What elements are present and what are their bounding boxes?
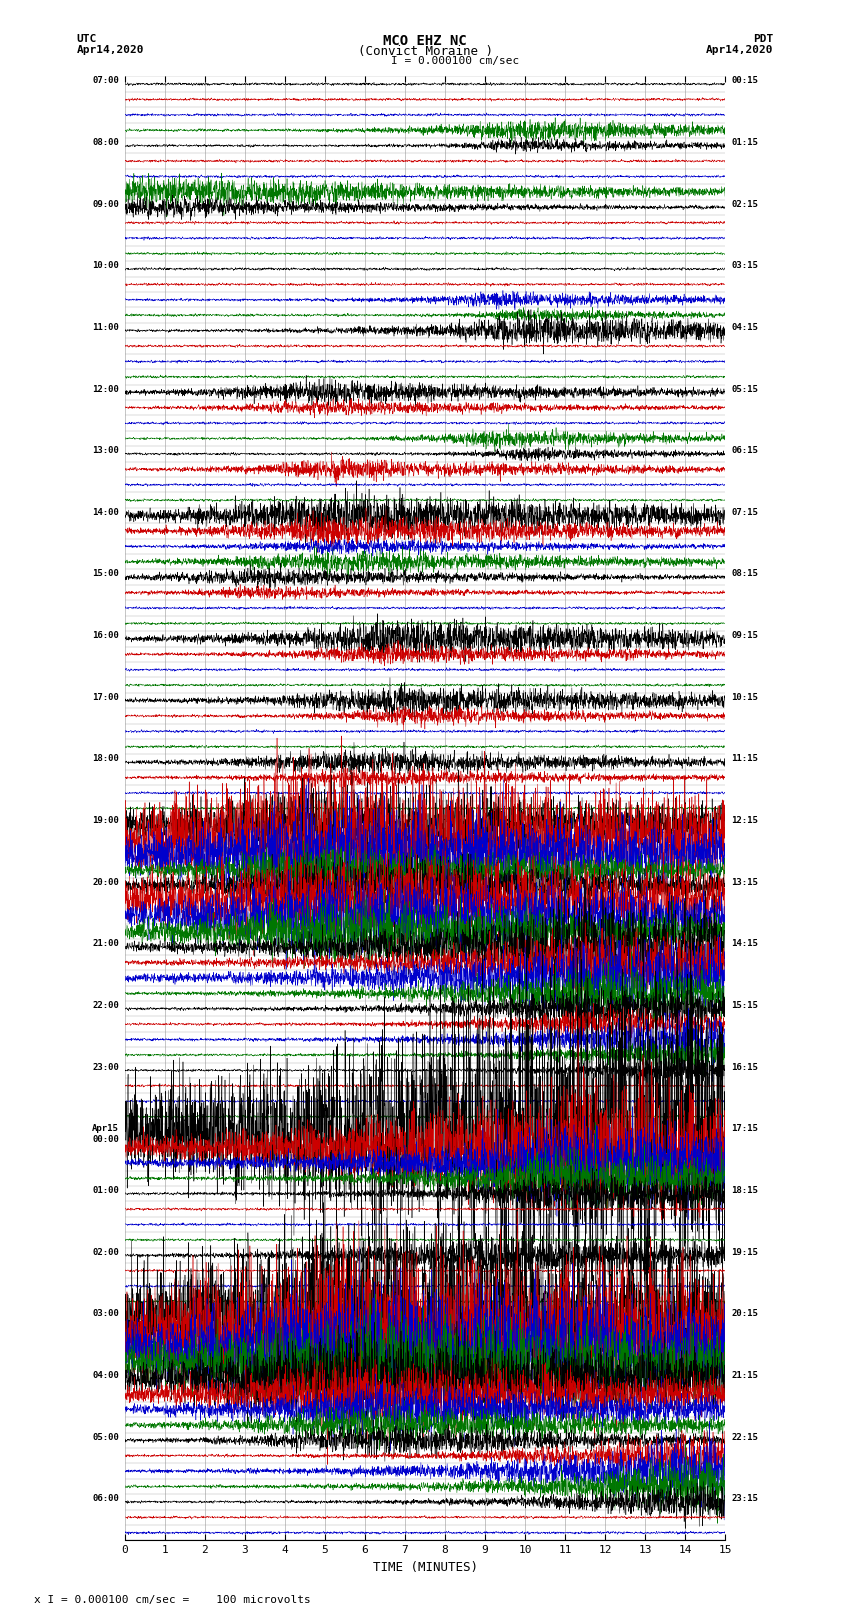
Text: Apr14,2020: Apr14,2020 [76,45,144,55]
Text: 14:00: 14:00 [92,508,119,516]
Text: 08:15: 08:15 [731,569,758,579]
Text: 03:15: 03:15 [731,261,758,271]
Text: 06:15: 06:15 [731,447,758,455]
Text: 15:00: 15:00 [92,569,119,579]
Text: Apr15
00:00: Apr15 00:00 [92,1124,119,1144]
Text: 13:00: 13:00 [92,447,119,455]
Text: 22:00: 22:00 [92,1002,119,1010]
Text: 20:00: 20:00 [92,877,119,887]
Text: 01:00: 01:00 [92,1186,119,1195]
Text: 23:15: 23:15 [731,1494,758,1503]
Text: 08:00: 08:00 [92,139,119,147]
Text: 09:00: 09:00 [92,200,119,208]
Text: 21:15: 21:15 [731,1371,758,1379]
Text: 10:15: 10:15 [731,692,758,702]
Text: 04:15: 04:15 [731,323,758,332]
Text: 17:15: 17:15 [731,1124,758,1134]
Text: 16:15: 16:15 [731,1063,758,1071]
Text: 09:15: 09:15 [731,631,758,640]
Text: 17:00: 17:00 [92,692,119,702]
Text: 12:00: 12:00 [92,384,119,394]
Text: 18:15: 18:15 [731,1186,758,1195]
Text: 02:15: 02:15 [731,200,758,208]
X-axis label: TIME (MINUTES): TIME (MINUTES) [372,1561,478,1574]
Text: x I = 0.000100 cm/sec =    100 microvolts: x I = 0.000100 cm/sec = 100 microvolts [34,1595,311,1605]
Text: 11:00: 11:00 [92,323,119,332]
Text: 06:00: 06:00 [92,1494,119,1503]
Text: 00:15: 00:15 [731,76,758,85]
Text: 16:00: 16:00 [92,631,119,640]
Text: 20:15: 20:15 [731,1310,758,1318]
Text: Apr14,2020: Apr14,2020 [706,45,774,55]
Text: 13:15: 13:15 [731,877,758,887]
Text: 03:00: 03:00 [92,1310,119,1318]
Text: 02:00: 02:00 [92,1247,119,1257]
Text: 11:15: 11:15 [731,755,758,763]
Text: 07:15: 07:15 [731,508,758,516]
Text: 05:15: 05:15 [731,384,758,394]
Text: 12:15: 12:15 [731,816,758,824]
Text: UTC: UTC [76,34,97,44]
Text: 07:00: 07:00 [92,76,119,85]
Text: 21:00: 21:00 [92,939,119,948]
Text: 05:00: 05:00 [92,1432,119,1442]
Text: 10:00: 10:00 [92,261,119,271]
Text: 18:00: 18:00 [92,755,119,763]
Text: PDT: PDT [753,34,774,44]
Text: 15:15: 15:15 [731,1002,758,1010]
Text: 19:15: 19:15 [731,1247,758,1257]
Text: 01:15: 01:15 [731,139,758,147]
Text: 04:00: 04:00 [92,1371,119,1379]
Text: 23:00: 23:00 [92,1063,119,1071]
Text: (Convict Moraine ): (Convict Moraine ) [358,45,492,58]
Text: 19:00: 19:00 [92,816,119,824]
Text: MCO EHZ NC: MCO EHZ NC [383,34,467,48]
Text: 14:15: 14:15 [731,939,758,948]
Text: 22:15: 22:15 [731,1432,758,1442]
Text: I = 0.000100 cm/sec: I = 0.000100 cm/sec [391,56,519,66]
